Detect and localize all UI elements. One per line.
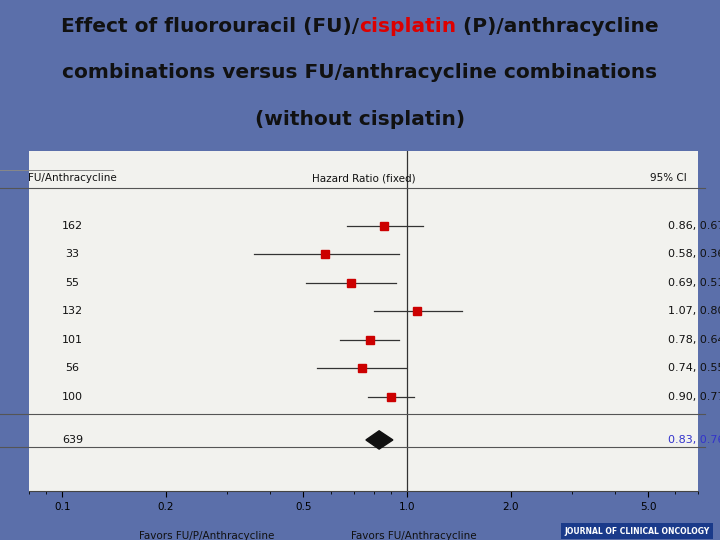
Text: No.: No. <box>0 155 1 165</box>
Text: 95% CI: 95% CI <box>650 173 687 184</box>
Text: 1.07, 0.80 to 1.44: 1.07, 0.80 to 1.44 <box>668 306 720 316</box>
Text: 0.83, 0.76 to 0.91: 0.83, 0.76 to 0.91 <box>668 435 720 445</box>
Text: 0.78, 0.64 to 0.95: 0.78, 0.64 to 0.95 <box>668 335 720 345</box>
Text: cisplatin: cisplatin <box>0 17 97 36</box>
Text: 639: 639 <box>62 435 83 445</box>
Text: 56: 56 <box>66 363 79 374</box>
Text: combinations versus FU/anthracycline combinations: combinations versus FU/anthracycline com… <box>0 63 595 83</box>
Text: 101: 101 <box>62 335 83 345</box>
Text: Hazard Ratio (fixed): Hazard Ratio (fixed) <box>312 173 415 184</box>
Text: cisplatin: cisplatin <box>359 17 456 36</box>
Text: (without cisplatin): (without cisplatin) <box>0 110 210 129</box>
Text: 0.74, 0.55 to 0.99: 0.74, 0.55 to 0.99 <box>668 363 720 374</box>
Text: Favors FU/Anthracycline: Favors FU/Anthracycline <box>351 530 477 540</box>
Text: 100: 100 <box>62 392 83 402</box>
Text: 0.58, 0.36 to 0.95: 0.58, 0.36 to 0.95 <box>668 249 720 259</box>
Text: 0.86, 0.67 to 1.11: 0.86, 0.67 to 1.11 <box>668 220 720 231</box>
Text: Effect of fluorouracil (FU)/: Effect of fluorouracil (FU)/ <box>0 17 298 36</box>
Text: (P)/anthracycline: (P)/anthracycline <box>0 17 202 36</box>
Text: (without cisplatin): (without cisplatin) <box>255 110 465 129</box>
Polygon shape <box>366 431 393 449</box>
Text: 55: 55 <box>66 278 79 288</box>
Text: JOURNAL OF CLINICAL ONCOLOGY: JOURNAL OF CLINICAL ONCOLOGY <box>564 526 709 536</box>
Text: Favors FU/P/Anthracycline: Favors FU/P/Anthracycline <box>138 530 274 540</box>
Text: 162: 162 <box>62 220 83 231</box>
Text: (P)/anthracycline: (P)/anthracycline <box>456 17 659 36</box>
Text: 0.90, 0.77 to 1.05: 0.90, 0.77 to 1.05 <box>668 392 720 402</box>
Text: FU/Anthracycline: FU/Anthracycline <box>28 173 117 184</box>
Text: 0.69, 0.51 to 0.93: 0.69, 0.51 to 0.93 <box>668 278 720 288</box>
Text: Effect of fluorouracil (FU)/: Effect of fluorouracil (FU)/ <box>61 17 359 36</box>
Text: 33: 33 <box>66 249 79 259</box>
Text: 132: 132 <box>62 306 83 316</box>
Text: combinations versus FU/anthracycline combinations: combinations versus FU/anthracycline com… <box>63 63 657 83</box>
